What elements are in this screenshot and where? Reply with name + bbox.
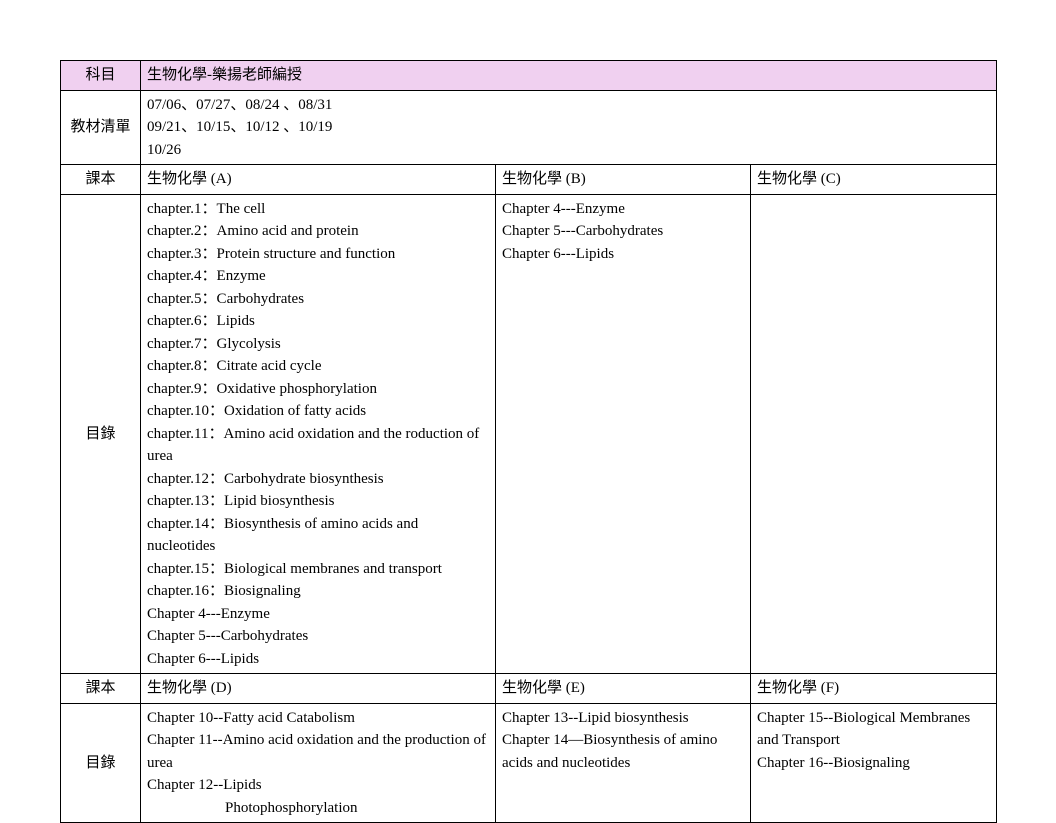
cell-toc-c [751, 194, 997, 674]
materials-line-1: 07/06、07/27、08/24 、08/31 [147, 94, 990, 117]
toc-a-l8: chapter.8：Citrate acid cycle [147, 355, 489, 378]
toc-f-l2: Chapter 16--Biosignaling [757, 752, 990, 775]
cell-textbook-label-2: 課本 [61, 674, 141, 704]
row-textbook-abc: 課本 生物化學 (A) 生物化學 (B) 生物化學 (C) [61, 165, 997, 195]
row-materials: 教材清單 07/06、07/27、08/24 、08/31 09/21、10/1… [61, 90, 997, 165]
cell-textbook-c: 生物化學 (C) [751, 165, 997, 195]
toc-b-l2: Chapter 5---Carbohydrates [502, 220, 744, 243]
toc-d-l1: Chapter 10--Fatty acid Catabolism [147, 707, 489, 730]
cell-subject-label: 科目 [61, 61, 141, 91]
cell-textbook-a: 生物化學 (A) [141, 165, 496, 195]
cell-materials-value: 07/06、07/27、08/24 、08/31 09/21、10/15、10/… [141, 90, 997, 165]
cell-textbook-label-1: 課本 [61, 165, 141, 195]
row-toc-def: 目錄 Chapter 10--Fatty acid Catabolism Cha… [61, 703, 997, 823]
toc-a-l13: chapter.13：Lipid biosynthesis [147, 490, 489, 513]
cell-materials-label: 教材清單 [61, 90, 141, 165]
toc-f-l1: Chapter 15--Biological Membranes and Tra… [757, 707, 990, 752]
toc-a-l6: chapter.6：Lipids [147, 310, 489, 333]
cell-textbook-f: 生物化學 (F) [751, 674, 997, 704]
row-subject: 科目 生物化學-樂揚老師編授 [61, 61, 997, 91]
materials-line-2: 09/21、10/15、10/12 、10/19 [147, 116, 990, 139]
cell-toc-a: chapter.1：The cell chapter.2：Amino acid … [141, 194, 496, 674]
toc-a-l1: chapter.1：The cell [147, 198, 489, 221]
toc-a-l2: chapter.2：Amino acid and protein [147, 220, 489, 243]
toc-a-l9: chapter.9：Oxidative phosphorylation [147, 378, 489, 401]
toc-a-l5: chapter.5：Carbohydrates [147, 288, 489, 311]
toc-b-l1: Chapter 4---Enzyme [502, 198, 744, 221]
toc-a-l7: chapter.7：Glycolysis [147, 333, 489, 356]
cell-toc-label-2: 目錄 [61, 703, 141, 823]
toc-a-l4: chapter.4：Enzyme [147, 265, 489, 288]
toc-a-l15: chapter.15：Biological membranes and tran… [147, 558, 489, 581]
toc-a-l11: chapter.11：Amino acid oxidation and the … [147, 423, 489, 468]
toc-e-l2: Chapter 14—Biosynthesis of amino acids a… [502, 729, 744, 774]
cell-toc-b: Chapter 4---Enzyme Chapter 5---Carbohydr… [496, 194, 751, 674]
toc-a-l3: chapter.3：Protein structure and function [147, 243, 489, 266]
syllabus-table: 科目 生物化學-樂揚老師編授 教材清單 07/06、07/27、08/24 、0… [60, 60, 997, 823]
cell-toc-d: Chapter 10--Fatty acid Catabolism Chapte… [141, 703, 496, 823]
cell-textbook-e: 生物化學 (E) [496, 674, 751, 704]
row-textbook-def: 課本 生物化學 (D) 生物化學 (E) 生物化學 (F) [61, 674, 997, 704]
cell-textbook-b: 生物化學 (B) [496, 165, 751, 195]
toc-a-l17: Chapter 4---Enzyme [147, 603, 489, 626]
cell-textbook-d: 生物化學 (D) [141, 674, 496, 704]
toc-a-l12: chapter.12：Carbohydrate biosynthesis [147, 468, 489, 491]
toc-a-l19: Chapter 6---Lipids [147, 648, 489, 671]
cell-toc-e: Chapter 13--Lipid biosynthesis Chapter 1… [496, 703, 751, 823]
cell-subject-value: 生物化學-樂揚老師編授 [141, 61, 997, 91]
toc-a-l18: Chapter 5---Carbohydrates [147, 625, 489, 648]
toc-e-l1: Chapter 13--Lipid biosynthesis [502, 707, 744, 730]
toc-a-l10: chapter.10：Oxidation of fatty acids [147, 400, 489, 423]
cell-toc-label-1: 目錄 [61, 194, 141, 674]
toc-b-l3: Chapter 6---Lipids [502, 243, 744, 266]
materials-line-3: 10/26 [147, 139, 990, 162]
cell-toc-f: Chapter 15--Biological Membranes and Tra… [751, 703, 997, 823]
toc-a-l14: chapter.14：Biosynthesis of amino acids a… [147, 513, 489, 558]
toc-a-l16: chapter.16：Biosignaling [147, 580, 489, 603]
toc-d-l2: Chapter 11--Amino acid oxidation and the… [147, 729, 489, 774]
row-toc-abc: 目錄 chapter.1：The cell chapter.2：Amino ac… [61, 194, 997, 674]
toc-d-l3: Chapter 12--Lipids [147, 774, 489, 797]
